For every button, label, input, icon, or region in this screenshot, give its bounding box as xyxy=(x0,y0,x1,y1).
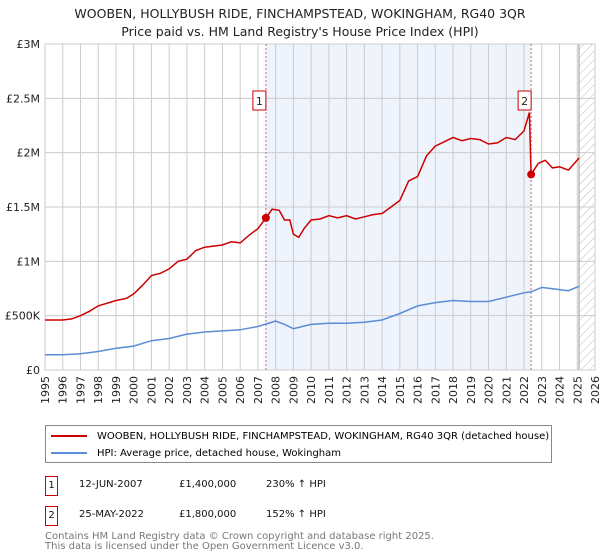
sale-label-box xyxy=(517,90,532,111)
x-tick-label: 2020 xyxy=(483,376,496,404)
sale-label: 2 xyxy=(521,95,528,108)
sale-point xyxy=(261,213,270,222)
legend-swatch-red xyxy=(51,435,87,437)
legend-swatch-blue xyxy=(51,452,87,454)
sale-label: 1 xyxy=(256,95,263,108)
chart-subtitle: Price paid vs. HM Land Registry's House … xyxy=(121,24,479,39)
transaction-date: 12-JUN-2007 xyxy=(79,479,143,490)
legend-item-property: WOOBEN, HOLLYBUSH RIDE, FINCHAMPSTEAD, W… xyxy=(46,428,549,444)
x-tick-label: 2017 xyxy=(429,376,442,404)
legend: WOOBEN, HOLLYBUSH RIDE, FINCHAMPSTEAD, W… xyxy=(45,425,552,463)
y-tick-label: £2M xyxy=(17,147,41,160)
x-tick-label: 2019 xyxy=(465,376,478,404)
x-tick-label: 2001 xyxy=(145,376,158,404)
y-tick-label: £3M xyxy=(17,38,41,51)
x-tick-label: 1997 xyxy=(74,376,87,404)
chart-title: WOOBEN, HOLLYBUSH RIDE, FINCHAMPSTEAD, W… xyxy=(74,6,526,21)
x-tick-label: 2025 xyxy=(571,376,584,404)
x-tick-label: 2000 xyxy=(128,376,141,404)
hpi-line xyxy=(45,285,580,356)
x-tick-label: 2018 xyxy=(447,376,460,404)
x-tick-label: 2026 xyxy=(589,376,600,404)
x-tick-label: 2015 xyxy=(394,376,407,404)
x-tick-label: 2010 xyxy=(305,376,318,404)
x-tick-label: 2003 xyxy=(181,376,194,404)
x-tick-label: 2004 xyxy=(199,376,212,404)
footer-copyright: Contains HM Land Registry data © Crown c… xyxy=(45,531,434,542)
x-tick-label: 1999 xyxy=(110,376,123,404)
transaction-date: 25-MAY-2022 xyxy=(79,509,145,520)
x-tick-label: 2016 xyxy=(412,376,425,404)
price-chart: 1995 1996 1997 1998 1999 2000 2001 2002 2003 2004… xyxy=(5,38,600,404)
x-tick-label: 2002 xyxy=(163,376,176,404)
x-tick-label: 2012 xyxy=(341,376,354,404)
legend-label: HPI: Average price, detached house, Woki… xyxy=(97,447,341,459)
footer: Contains HM Land Registry data © Crown c… xyxy=(45,532,434,552)
transaction-price: £1,400,000 xyxy=(179,479,237,490)
legend-item-hpi: HPI: Average price, detached house, Woki… xyxy=(46,445,341,461)
transaction-price: £1,800,000 xyxy=(179,509,237,520)
x-tick-label: 1995 xyxy=(39,376,52,404)
x-tick-label: 2008 xyxy=(270,376,283,404)
transaction-hpi: 152% ↑ HPI xyxy=(266,509,326,520)
plot-border xyxy=(44,43,596,371)
legend-label: WOOBEN, HOLLYBUSH RIDE, FINCHAMPSTEAD, W… xyxy=(97,430,550,442)
x-tick-label: 2006 xyxy=(234,376,247,404)
x-tick-label: 2005 xyxy=(216,376,229,404)
property-price-line xyxy=(45,112,580,321)
x-tick-label: 1998 xyxy=(92,376,105,404)
footer-licence: This data is licensed under the Open Gov… xyxy=(45,541,364,552)
x-tick-label: 2011 xyxy=(323,376,336,404)
y-tick-label: £1M xyxy=(17,255,41,268)
transaction-hpi: 230% ↑ HPI xyxy=(266,479,326,490)
x-tick-label: 2007 xyxy=(252,376,265,404)
y-tick-label: £2.5M xyxy=(6,92,40,105)
transaction-badge: 2 xyxy=(45,506,58,526)
sale-point xyxy=(527,170,536,179)
x-tick-label: 1996 xyxy=(57,376,70,404)
y-tick-label: £0 xyxy=(26,364,40,377)
x-tick-label: 2023 xyxy=(536,376,549,404)
x-tick-label: 2021 xyxy=(500,376,513,404)
transaction-badge: 1 xyxy=(45,476,58,496)
x-tick-label: 2024 xyxy=(554,376,567,404)
y-tick-label: £500K xyxy=(5,310,41,323)
y-tick-label: £1.5M xyxy=(6,201,40,214)
sale-label-box xyxy=(252,90,267,111)
x-tick-label: 2013 xyxy=(358,376,371,404)
x-tick-label: 2014 xyxy=(376,376,389,404)
x-tick-label: 2022 xyxy=(518,376,531,404)
x-tick-label: 2009 xyxy=(287,376,300,404)
